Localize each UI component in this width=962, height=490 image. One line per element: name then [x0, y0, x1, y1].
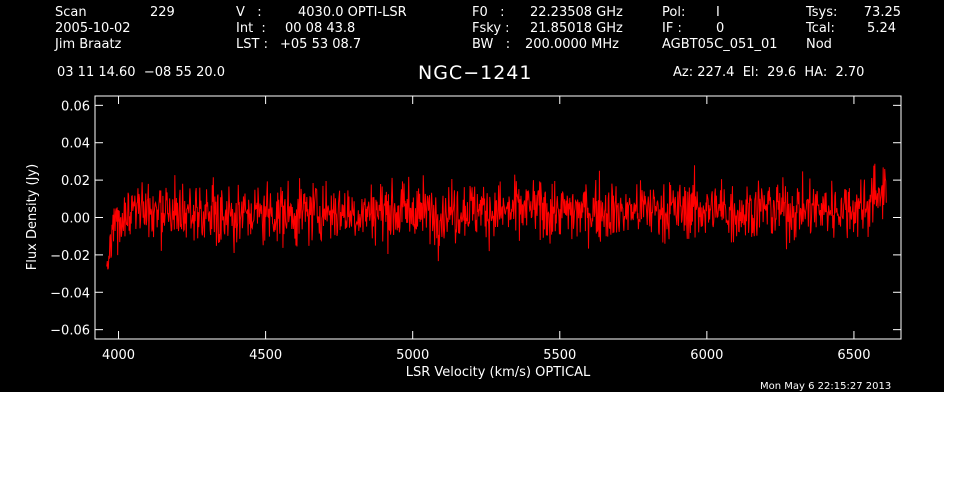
x-axis-label: LSR Velocity (km/s) OPTICAL	[406, 365, 591, 380]
y-tick-label: 0.00	[61, 212, 90, 227]
x-tick-label: 5000	[396, 348, 429, 363]
int-value: 00 08 43.8	[285, 21, 356, 36]
x-tick-label: 5500	[543, 348, 576, 363]
velocity-label: V :	[236, 5, 262, 20]
lst-value: +05 53 08.7	[280, 37, 362, 52]
bw-value: 200.0000 MHz	[525, 37, 619, 52]
obs-mode: Nod	[806, 37, 832, 52]
lst-label: LST :	[236, 37, 268, 52]
x-tick-label: 6000	[690, 348, 723, 363]
y-tick-label: 0.02	[61, 174, 90, 189]
if-label: IF :	[662, 21, 682, 36]
source-coordinates: 03 11 14.60 −08 55 20.0	[57, 65, 226, 80]
tsys-label: Tsys:	[806, 5, 838, 20]
y-axis-label: Flux Density (Jy)	[25, 164, 40, 270]
tcal-label: Tcal:	[806, 21, 835, 36]
observer: Jim Braatz	[55, 37, 122, 52]
obs-date: 2005-10-02	[55, 21, 131, 36]
x-tick-label: 4000	[102, 348, 135, 363]
y-tick-label: 0.06	[61, 99, 90, 114]
f0-value: 22.23508 GHz	[530, 5, 623, 20]
scan-value: 229	[150, 5, 175, 20]
velocity-value: 4030.0 OPTI-LSR	[298, 5, 407, 20]
pol-label: Pol:	[662, 5, 686, 20]
az-el-ha: Az: 227.4 El: 29.6 HA: 2.70	[673, 65, 865, 80]
y-tick-label: −0.06	[50, 324, 90, 339]
axis-ticks: 4000 4500 5000 5500 6000 6500 −0.06 −0.04 −0.02 0…	[50, 96, 901, 363]
spectrum-line	[106, 163, 887, 270]
tcal-value: 5.24	[867, 21, 896, 36]
plot-timestamp: Mon May 6 22:15:27 2013	[760, 381, 892, 392]
fsky-value: 21.85018 GHz	[530, 21, 623, 36]
source-title: NGC−1241	[418, 62, 533, 84]
pol-value: I	[716, 5, 720, 20]
project-id: AGBT05C_051_01	[662, 37, 778, 52]
scan-label: Scan	[55, 5, 87, 20]
x-tick-label: 4500	[249, 348, 282, 363]
bw-label: BW :	[472, 37, 511, 52]
y-tick-label: 0.04	[61, 137, 90, 152]
fsky-label: Fsky :	[472, 21, 510, 36]
f0-label: F0 :	[472, 5, 505, 20]
spectrum-chart: 4000 4500 5000 5500 6000 6500 −0.06 −0.04 −0.02 0…	[25, 95, 902, 380]
y-tick-label: −0.04	[50, 286, 90, 301]
x-tick-label: 6500	[837, 348, 870, 363]
int-label: Int :	[236, 21, 266, 36]
if-value: 0	[716, 21, 725, 36]
y-tick-label: −0.02	[50, 249, 90, 264]
spectrum-trace	[106, 163, 887, 270]
tsys-value: 73.25	[863, 5, 901, 20]
